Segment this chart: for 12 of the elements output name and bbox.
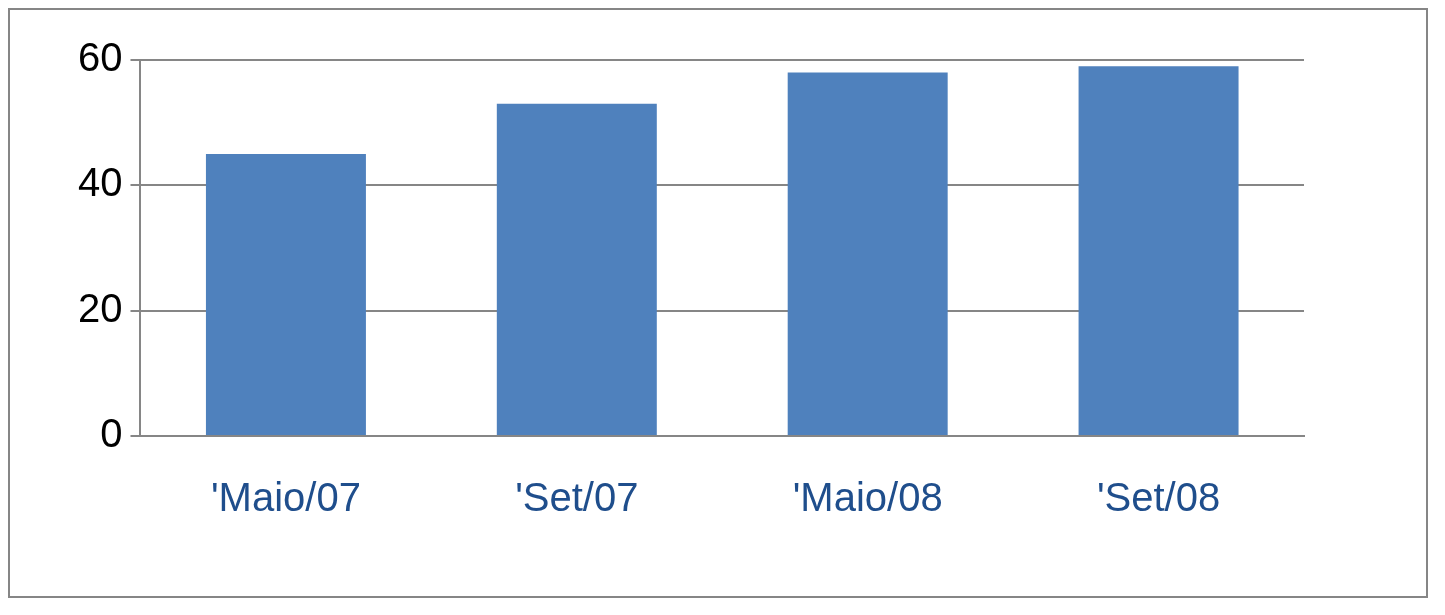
x-tick-label: 'Maio/08 (792, 475, 943, 520)
y-tick-label: 0 (100, 411, 123, 456)
bar (787, 72, 948, 435)
y-tick-label: 20 (77, 285, 123, 330)
x-tick-label: 'Maio/07 (210, 475, 361, 520)
x-tick-label: 'Set/07 (515, 475, 639, 520)
y-tick-label: 40 (77, 160, 123, 205)
bar (1078, 66, 1239, 435)
x-tick-label: 'Set/08 (1096, 475, 1221, 520)
bar (496, 103, 657, 435)
y-tick-label: 60 (77, 35, 123, 80)
bar (205, 154, 366, 435)
